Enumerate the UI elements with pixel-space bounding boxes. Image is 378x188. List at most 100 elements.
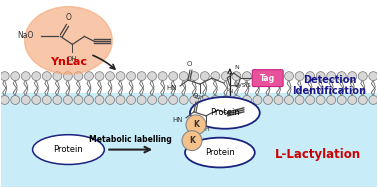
Circle shape — [200, 72, 209, 81]
Circle shape — [222, 96, 230, 104]
Circle shape — [274, 72, 283, 81]
Circle shape — [358, 72, 367, 81]
Circle shape — [316, 72, 325, 81]
Circle shape — [263, 72, 273, 81]
Circle shape — [316, 96, 325, 104]
Circle shape — [42, 72, 51, 81]
FancyBboxPatch shape — [252, 70, 283, 86]
Circle shape — [327, 72, 336, 81]
Circle shape — [242, 96, 251, 104]
Circle shape — [158, 72, 167, 81]
Circle shape — [242, 72, 251, 81]
Text: OH: OH — [195, 95, 205, 100]
Circle shape — [369, 96, 378, 104]
Circle shape — [285, 96, 294, 104]
Circle shape — [200, 96, 209, 104]
Circle shape — [253, 96, 262, 104]
Circle shape — [32, 96, 41, 104]
Circle shape — [190, 96, 199, 104]
Text: OH: OH — [67, 56, 78, 62]
Text: N: N — [234, 65, 239, 70]
Circle shape — [337, 96, 346, 104]
Circle shape — [306, 72, 314, 81]
Circle shape — [148, 72, 156, 81]
Text: HN: HN — [173, 117, 183, 123]
Ellipse shape — [190, 97, 260, 129]
Ellipse shape — [33, 135, 104, 164]
Text: O: O — [192, 93, 198, 99]
Circle shape — [179, 96, 188, 104]
Circle shape — [358, 96, 367, 104]
Circle shape — [369, 72, 378, 81]
Circle shape — [295, 72, 304, 81]
Circle shape — [211, 96, 220, 104]
Text: Identification: Identification — [293, 86, 367, 96]
Bar — [1, 1, 377, 93]
Text: L-Lactylation: L-Lactylation — [274, 148, 361, 161]
Text: Lysis & Click: Lysis & Click — [235, 82, 276, 88]
Text: O: O — [186, 61, 192, 67]
Circle shape — [148, 96, 156, 104]
Circle shape — [263, 96, 273, 104]
Circle shape — [274, 96, 283, 104]
Circle shape — [105, 96, 115, 104]
Circle shape — [116, 96, 125, 104]
Circle shape — [211, 72, 220, 81]
Circle shape — [42, 96, 51, 104]
Circle shape — [0, 96, 9, 104]
Text: O: O — [65, 13, 71, 22]
Text: K: K — [189, 136, 195, 145]
Text: Metabolic labelling: Metabolic labelling — [89, 135, 172, 144]
Text: Protein: Protein — [205, 148, 235, 157]
Circle shape — [158, 96, 167, 104]
Circle shape — [306, 96, 314, 104]
Circle shape — [179, 72, 188, 81]
Circle shape — [137, 96, 146, 104]
Text: YnLac: YnLac — [50, 57, 87, 67]
Circle shape — [64, 72, 72, 81]
Circle shape — [95, 72, 104, 81]
Circle shape — [169, 72, 178, 81]
Circle shape — [95, 96, 104, 104]
Circle shape — [169, 96, 178, 104]
Circle shape — [285, 72, 294, 81]
Ellipse shape — [185, 138, 255, 168]
Circle shape — [11, 72, 20, 81]
Bar — [1, 93, 377, 187]
Circle shape — [337, 72, 346, 81]
Circle shape — [137, 72, 146, 81]
Circle shape — [53, 72, 62, 81]
Circle shape — [74, 96, 83, 104]
Circle shape — [232, 96, 241, 104]
Text: Tag: Tag — [260, 74, 275, 83]
Ellipse shape — [25, 7, 112, 74]
Circle shape — [232, 72, 241, 81]
Text: OH: OH — [201, 127, 211, 132]
Text: Protein: Protein — [54, 145, 83, 154]
Circle shape — [105, 72, 115, 81]
Circle shape — [74, 72, 83, 81]
Circle shape — [53, 96, 62, 104]
Circle shape — [253, 72, 262, 81]
Circle shape — [21, 72, 30, 81]
Circle shape — [84, 96, 93, 104]
Circle shape — [190, 72, 199, 81]
Circle shape — [11, 96, 20, 104]
Text: HN: HN — [167, 85, 177, 91]
Text: Protein: Protein — [210, 108, 240, 117]
Text: NaO: NaO — [17, 31, 34, 40]
Circle shape — [222, 72, 230, 81]
Circle shape — [0, 72, 9, 81]
Circle shape — [186, 115, 206, 135]
Circle shape — [127, 96, 136, 104]
Circle shape — [348, 72, 357, 81]
Circle shape — [295, 96, 304, 104]
Circle shape — [116, 72, 125, 81]
Circle shape — [327, 96, 336, 104]
Circle shape — [127, 72, 136, 81]
Circle shape — [182, 131, 202, 151]
Text: K: K — [193, 120, 199, 129]
Circle shape — [21, 96, 30, 104]
Text: ²N: ²N — [228, 89, 234, 94]
Circle shape — [64, 96, 72, 104]
